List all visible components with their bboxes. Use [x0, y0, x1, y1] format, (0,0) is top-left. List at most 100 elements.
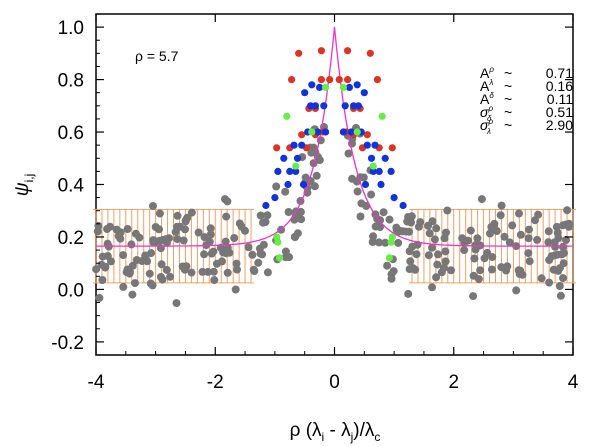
plot-frame: [95, 13, 574, 356]
data-point-gray: [181, 225, 189, 234]
data-point-red: [335, 76, 343, 84]
param-symbol: σ: [480, 104, 489, 120]
data-point-red: [288, 76, 296, 84]
data-point-green: [274, 238, 282, 246]
x-tick-label: 2: [448, 372, 459, 393]
data-point-gray: [232, 259, 241, 268]
data-point-gray: [172, 299, 181, 308]
x-axis-title-sub-i: i: [322, 430, 325, 444]
data-point-gray: [231, 285, 240, 294]
data-point-gray: [123, 225, 132, 233]
data-point-gray: [383, 261, 392, 270]
data-point-gray: [181, 217, 190, 226]
data-point-gray: [385, 215, 394, 224]
data-point-blue: [286, 167, 294, 175]
data-point-gray: [244, 243, 253, 252]
param-label: Aλ: [480, 78, 493, 94]
data-point-gray: [107, 257, 115, 266]
data-point-red: [373, 76, 381, 84]
data-point-green: [339, 83, 347, 91]
data-point-gray: [344, 149, 353, 158]
y-axis-title-sub: i,j: [22, 174, 36, 183]
data-point-gray: [163, 238, 171, 247]
data-point-blue: [262, 201, 270, 210]
data-point-blue: [320, 102, 328, 110]
colored-points-layer: [262, 47, 407, 262]
param-approx: ~: [504, 91, 512, 107]
data-point-gray: [194, 228, 203, 237]
data-point-gray: [369, 232, 378, 241]
data-point-gray: [556, 291, 565, 300]
data-point-blue: [299, 180, 308, 189]
param-approx: ~: [504, 78, 512, 94]
x-axis-title: ρ (λi - λj)/λc: [290, 420, 381, 444]
param-label: σρ δ: [480, 104, 493, 123]
data-point-red: [366, 49, 374, 57]
data-point-gray: [368, 238, 377, 246]
data-point-gray: [496, 211, 505, 220]
data-point-blue: [298, 141, 306, 149]
data-point-red: [298, 131, 306, 139]
param-sub: λ: [486, 127, 491, 136]
x-axis-title-sub-c: c: [374, 430, 380, 444]
param-symbol: A: [480, 65, 490, 81]
data-point-green: [283, 112, 291, 120]
data-point-gray: [209, 247, 218, 256]
data-point-gray: [563, 206, 572, 215]
data-point-gray: [447, 266, 455, 275]
data-point-gray: [158, 275, 167, 284]
y-tick-label: 0.8: [58, 71, 84, 92]
data-point-gray: [430, 235, 439, 244]
param-symbol: A: [480, 91, 490, 107]
data-point-gray: [230, 234, 239, 242]
data-point-gray: [428, 283, 437, 292]
data-point-blue: [367, 154, 376, 162]
data-point-gray: [443, 206, 452, 215]
data-point-gray: [233, 265, 241, 274]
data-point-gray: [525, 225, 533, 234]
data-point-gray: [132, 256, 141, 264]
param-value: 0.16: [546, 78, 573, 94]
param-label: σρ λ: [480, 117, 493, 136]
data-point-gray: [490, 221, 499, 230]
data-point-gray: [131, 229, 140, 238]
data-point-gray: [263, 268, 272, 277]
data-point-gray: [412, 250, 421, 259]
data-point-gray: [223, 268, 232, 277]
data-point-gray: [404, 289, 413, 298]
data-point-gray: [367, 190, 376, 199]
data-point-gray: [209, 267, 218, 276]
x-tick-label: 4: [568, 372, 579, 393]
data-point-gray: [179, 236, 188, 245]
y-tick-label: 0.2: [58, 228, 84, 249]
data-point-gray: [256, 211, 265, 220]
data-point-blue: [341, 102, 349, 110]
data-point-gray: [119, 282, 128, 291]
data-point-gray: [392, 223, 401, 232]
data-point-green: [387, 238, 395, 246]
data-point-gray: [155, 209, 164, 218]
data-point-green: [378, 112, 386, 120]
data-point-red: [344, 76, 352, 84]
data-point-gray: [156, 244, 165, 253]
data-point-blue: [301, 89, 309, 97]
param-symbol: σ: [480, 117, 489, 133]
data-point-gray: [565, 219, 574, 228]
data-point-gray: [477, 195, 486, 204]
data-point-green: [276, 254, 284, 262]
data-point-gray: [404, 213, 413, 221]
data-point-blue: [369, 167, 377, 175]
data-point-gray: [562, 236, 570, 244]
data-point-gray: [250, 267, 259, 275]
data-point-gray: [312, 171, 321, 180]
data-point-gray: [206, 224, 215, 233]
y-axis-title-main: ψ: [12, 182, 33, 196]
data-point-blue: [316, 83, 324, 91]
data-point-gray: [508, 221, 517, 230]
data-point-gray: [434, 250, 442, 259]
param-symbol: A: [480, 78, 490, 94]
data-point-blue: [377, 180, 385, 189]
data-point-gray: [379, 208, 388, 217]
